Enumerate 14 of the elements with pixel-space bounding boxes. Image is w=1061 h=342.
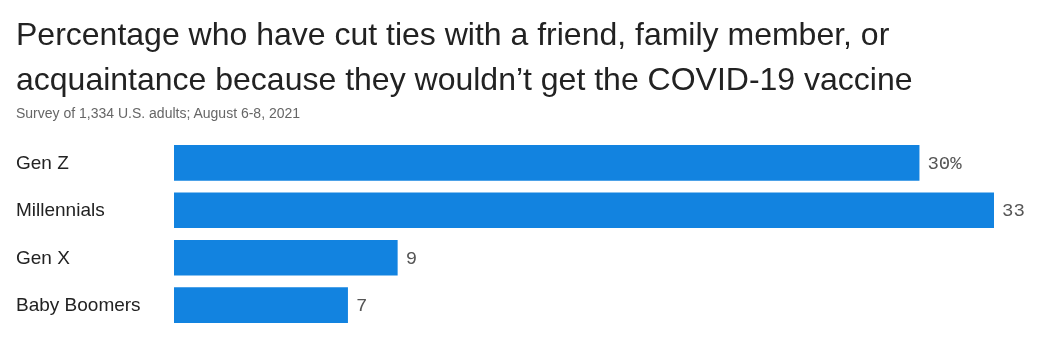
- bar: [174, 287, 348, 323]
- y-tick-label: Gen X: [16, 246, 71, 268]
- bar: [174, 145, 920, 181]
- data-label: 7: [355, 295, 368, 318]
- y-tick-label: Baby Boomers: [16, 294, 141, 316]
- bar: [174, 192, 994, 229]
- y-tick-label: Millennials: [16, 199, 105, 221]
- y-tick-label: Gen Z: [16, 151, 70, 173]
- data-label: 9: [405, 247, 418, 270]
- data-label: 33: [1002, 200, 1025, 223]
- chart-title: Percentage who have cut ties with a friend, family member, or acquaintance because they wouldn’t get the COVID-19 vaccine: [16, 16, 913, 97]
- chart-subtitle: Survey of 1,334 U.S. adults; August 6-8, 2021: [16, 105, 301, 121]
- data-label: 30%: [927, 152, 963, 175]
- bar: [174, 239, 398, 276]
